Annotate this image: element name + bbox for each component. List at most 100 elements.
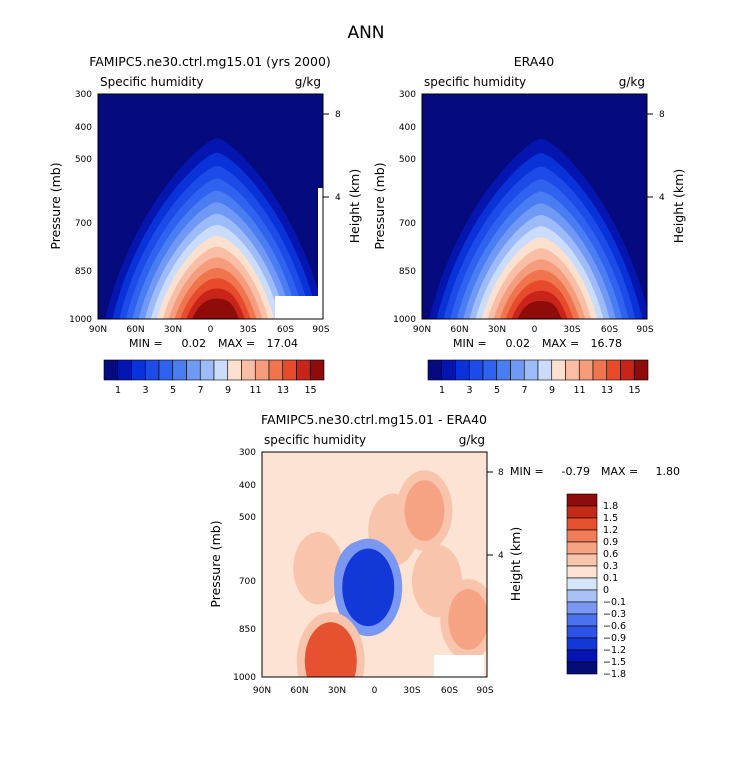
colorbar-label-1.5: 1.5	[603, 513, 618, 524]
colorbar-swatch	[566, 517, 598, 531]
colorbar-swatch	[566, 565, 598, 579]
colorbar-swatch	[213, 359, 229, 381]
x-ticks: 90N 60N 30N 0 30S 60S 90S	[253, 686, 494, 696]
heatmap-field	[98, 94, 323, 319]
heatmap-field	[262, 452, 487, 677]
x-tick-60n: 60N	[290, 686, 308, 696]
colorbar-swatch	[537, 359, 553, 381]
anomaly-core	[404, 480, 445, 541]
humidity-contours	[105, 138, 323, 319]
panel-subtitle: specific humidity	[264, 433, 366, 447]
colorbar-swatch	[566, 493, 598, 507]
y-tick-right-4: 4	[659, 193, 665, 203]
y-tick-right-8: 8	[335, 110, 341, 120]
colorbar-swatch	[592, 359, 608, 381]
missing-data-strip	[318, 188, 323, 296]
y-tick-850: 850	[75, 267, 92, 277]
colorbar-swatch	[186, 359, 201, 381]
colorbar-swatch	[468, 359, 484, 381]
colorbar-label-neg0.1: −0.1	[603, 597, 626, 608]
y-tick-500: 500	[239, 513, 256, 523]
colorbar-swatch	[227, 359, 242, 381]
x-ticks: 90N 60N 30N 0 30S 60S 90S	[89, 325, 330, 335]
colorbar-swatch	[482, 359, 498, 381]
x-tick-60s: 60S	[277, 325, 294, 335]
panel-era40: ERA40 specific humidity g/kg Pressure (m…	[372, 54, 686, 396]
colorbar-swatch	[566, 661, 598, 675]
x-tick-90s: 90S	[312, 325, 329, 335]
colorbar-label-neg1.5: −1.5	[603, 657, 626, 668]
colorbar-label-1: 1	[115, 385, 121, 396]
colorbar-swatch	[282, 359, 297, 381]
panel-subtitle: specific humidity	[424, 75, 526, 89]
max-label: MAX =	[542, 337, 579, 350]
plot-frame	[421, 93, 648, 320]
colorbar	[427, 359, 649, 381]
min-label: MIN =	[453, 337, 487, 350]
colorbar-swatch	[566, 637, 598, 651]
heatmap-field	[422, 94, 647, 319]
anomaly-core	[420, 554, 454, 608]
y-axis-right-label: Height (km)	[347, 169, 362, 243]
colorbar-label-0.9: 0.9	[603, 537, 618, 548]
colorbar-swatch	[566, 613, 598, 627]
colorbar-label-neg0.6: −0.6	[603, 621, 626, 632]
y-tick-1000: 1000	[233, 673, 256, 683]
y-ticks-right: 8 4	[487, 468, 504, 561]
x-tick-30n: 30N	[328, 686, 346, 696]
y-tick-1000: 1000	[393, 315, 416, 325]
colorbar-label-0: 0	[603, 585, 609, 596]
x-tick-0: 0	[372, 686, 378, 696]
colorbar-label-0.6: 0.6	[603, 549, 618, 560]
colorbar-swatch	[199, 359, 215, 381]
y-tick-300: 300	[239, 448, 256, 458]
anomaly-core	[304, 622, 357, 677]
panel-difference: FAMIPC5.ne30.ctrl.mg15.01 - ERA40 specif…	[208, 412, 680, 696]
colorbar-swatch	[158, 359, 174, 381]
colorbar-labels: 1 3 5 7 9 11 13 15	[439, 385, 641, 396]
colorbar-swatch	[566, 505, 598, 519]
y-ticks: 300 400 500 700 850 1000	[69, 90, 92, 325]
x-tick-90s: 90S	[636, 325, 653, 335]
x-tick-30n: 30N	[488, 325, 506, 335]
panel-model: FAMIPC5.ne30.ctrl.mg15.01 (yrs 2000) Spe…	[48, 54, 362, 396]
y-axis-right-label: Height (km)	[508, 527, 523, 601]
colorbar-swatch	[566, 625, 598, 639]
plot-frame	[97, 93, 324, 320]
x-tick-30s: 30S	[403, 686, 420, 696]
colorbar-swatch	[551, 359, 566, 381]
min-value: 0.02	[506, 337, 531, 350]
y-tick-400: 400	[399, 123, 416, 133]
colorbar-swatch	[566, 553, 598, 567]
colorbar-swatch	[241, 359, 256, 381]
colorbar-label-5: 5	[170, 385, 176, 396]
min-label: MIN =	[129, 337, 163, 350]
colorbar-label-1.8: 1.8	[603, 501, 618, 512]
colorbar-swatch	[131, 359, 146, 381]
y-axis-label: Pressure (mb)	[48, 162, 63, 249]
x-tick-0: 0	[208, 325, 214, 335]
colorbar-labels: 1 3 5 7 9 11 13 15	[115, 385, 317, 396]
plot-frame	[261, 451, 488, 678]
colorbar-labels: 1.8 1.5 1.2 0.9 0.6 0.3 0.1 0 −0.1 −0.3 …	[603, 501, 626, 680]
y-tick-500: 500	[399, 155, 416, 165]
colorbar-swatch	[268, 359, 284, 381]
x-tick-60s: 60S	[441, 686, 458, 696]
colorbar-label-neg1.2: −1.2	[603, 645, 626, 656]
x-tick-90n: 90N	[89, 325, 107, 335]
colorbar-label-0.1: 0.1	[603, 573, 618, 584]
contour-band	[191, 298, 240, 319]
y-tick-right-8: 8	[659, 110, 665, 120]
colorbar-swatch	[455, 359, 470, 381]
colorbar-label-1: 1	[439, 385, 445, 396]
humidity-contours	[429, 138, 647, 319]
x-tick-60n: 60N	[126, 325, 144, 335]
colorbar-swatch	[566, 589, 598, 603]
colorbar-swatch	[566, 541, 598, 555]
y-axis-label: Pressure (mb)	[372, 162, 387, 249]
colorbar-swatch	[296, 359, 311, 381]
colorbar	[103, 359, 325, 381]
figure-title: ANN	[347, 23, 384, 43]
y-ticks: 300 400 500 700 850 1000	[233, 448, 256, 683]
colorbar-swatch	[523, 359, 539, 381]
